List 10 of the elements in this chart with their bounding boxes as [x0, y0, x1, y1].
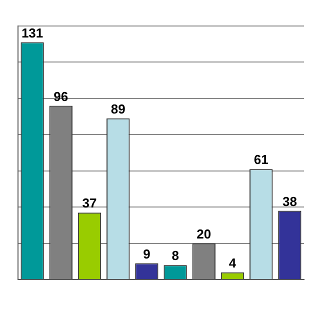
data-label: 61: [254, 152, 268, 168]
data-label: 96: [54, 88, 68, 104]
data-label: 89: [110, 101, 126, 116]
data-label: 38: [282, 194, 297, 209]
data-label: 37: [82, 196, 97, 211]
data-label: 4: [228, 255, 237, 270]
data-label: 8: [172, 248, 179, 264]
data-label: 131: [21, 25, 44, 40]
data-label: 20: [196, 226, 212, 242]
data-label: 9: [143, 246, 150, 262]
